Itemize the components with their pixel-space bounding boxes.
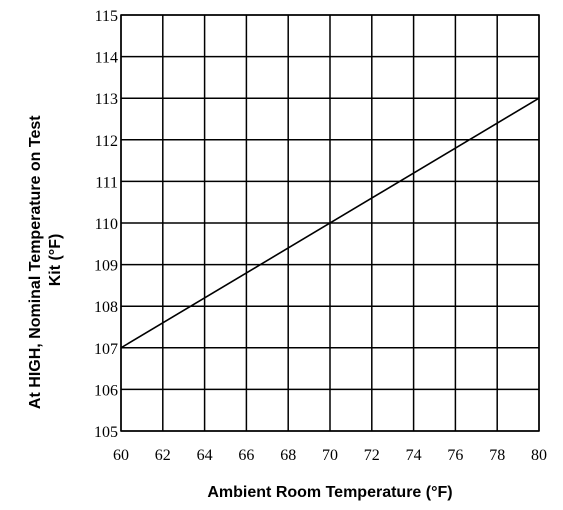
plot-frame [120,14,540,432]
x-tick-label: 76 [447,447,463,464]
x-tick-label: 74 [406,447,422,464]
y-tick-label: 107 [94,341,118,358]
x-tick-label: 68 [280,447,296,464]
x-tick-label: 70 [322,447,338,464]
x-tick-label: 64 [197,447,213,464]
series [120,97,540,349]
y-tick-label: 106 [94,382,118,399]
x-axis-title: Ambient Room Temperature (°F) [207,484,452,501]
y-tick-label: 108 [94,299,118,316]
y-tick-label: 109 [94,258,118,275]
x-tick-label: 80 [531,447,547,464]
y-tick-label: 110 [95,216,118,233]
y-tick-label: 112 [95,133,118,150]
series-line-0 [120,97,540,349]
x-tick-labels: 60 62 64 66 68 70 72 74 76 78 80 [113,447,547,464]
y-tick-label: 115 [95,8,118,25]
y-axis-title-line-2: Kit (°F) [47,234,64,287]
x-tick-label: 62 [155,447,171,464]
x-tick-label: 66 [238,447,254,464]
y-tick-label: 114 [95,50,118,67]
y-axis-title-line-1: At HIGH, Nominal Temperature on Test [27,115,44,409]
y-tick-label: 111 [95,174,118,191]
x-tick-label: 60 [113,447,129,464]
y-axis-title: At HIGH, Nominal Temperature on Test Kit… [27,111,64,409]
y-tick-label: 105 [94,424,118,441]
x-tick-label: 72 [364,447,380,464]
y-tick-label: 113 [95,91,118,108]
y-tick-labels: 105 106 107 108 109 110 111 112 113 114 115 [94,8,118,441]
x-tick-label: 78 [489,447,505,464]
